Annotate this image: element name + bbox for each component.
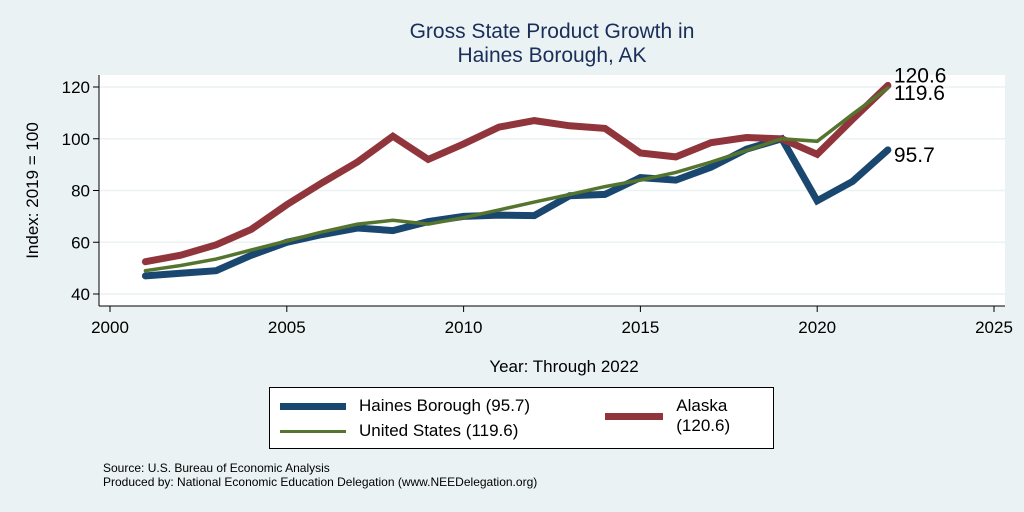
legend-item-alaska: Alaska (120.6) bbox=[605, 396, 773, 436]
produced-by-note: Produced by: National Economic Education… bbox=[103, 475, 538, 489]
legend-item-haines-borough: Haines Borough (95.7) bbox=[280, 396, 530, 416]
legend-label-united-states: United States (119.6) bbox=[359, 421, 519, 440]
axes: 40 60 80 100 120 2000 2005 2010 2015 2020 2025 bbox=[62, 75, 1013, 337]
chart-title-line-1: Gross State Product Growth in bbox=[409, 20, 695, 43]
x-axis-title: Year: Through 2022 bbox=[489, 357, 638, 376]
legend-swatch-haines-borough bbox=[280, 402, 346, 410]
legend-label-haines-borough: Haines Borough (95.7) bbox=[359, 396, 531, 415]
y-axis-title: Index: 2019 = 100 bbox=[23, 122, 42, 259]
y-tick-label: 40 bbox=[71, 285, 90, 304]
legend-item-united-states: United States (119.6) bbox=[280, 421, 518, 441]
series-lines bbox=[141, 81, 892, 280]
x-tick-label: 2005 bbox=[268, 318, 306, 337]
source-note: Source: U.S. Bureau of Economic Analysis bbox=[103, 461, 330, 475]
y-tick-label: 120 bbox=[62, 78, 90, 97]
end-label-united-states: 119.6 bbox=[894, 82, 945, 105]
x-tick-label: 2010 bbox=[445, 318, 483, 337]
x-tick-label: 2000 bbox=[91, 318, 129, 337]
legend-swatch-alaska bbox=[605, 412, 664, 420]
chart-notes: Source: U.S. Bureau of Economic Analysis… bbox=[103, 461, 537, 489]
legend-swatch-united-states bbox=[280, 429, 346, 433]
end-label-alaska: 120.6 bbox=[894, 64, 947, 87]
gridlines bbox=[99, 86, 1005, 295]
x-tick-label: 2020 bbox=[798, 318, 836, 337]
y-tick-label: 80 bbox=[71, 182, 90, 201]
legend: Haines Borough (95.7) Alaska (120.6) Uni… bbox=[269, 387, 774, 449]
chart-title-line-2: Haines Borough, AK bbox=[457, 44, 647, 67]
x-tick-label: 2015 bbox=[621, 318, 659, 337]
series-line-united-states bbox=[143, 86, 890, 273]
y-tick-label: 60 bbox=[71, 233, 90, 252]
legend-label-alaska: Alaska (120.6) bbox=[676, 396, 731, 435]
x-tick-label: 2025 bbox=[975, 318, 1013, 337]
chart-title: Gross State Product Growth in Haines Bor… bbox=[0, 20, 1024, 68]
end-label-haines-borough: 95.7 bbox=[894, 144, 935, 167]
series-line-alaska bbox=[141, 81, 892, 266]
y-tick-label: 100 bbox=[62, 130, 90, 149]
